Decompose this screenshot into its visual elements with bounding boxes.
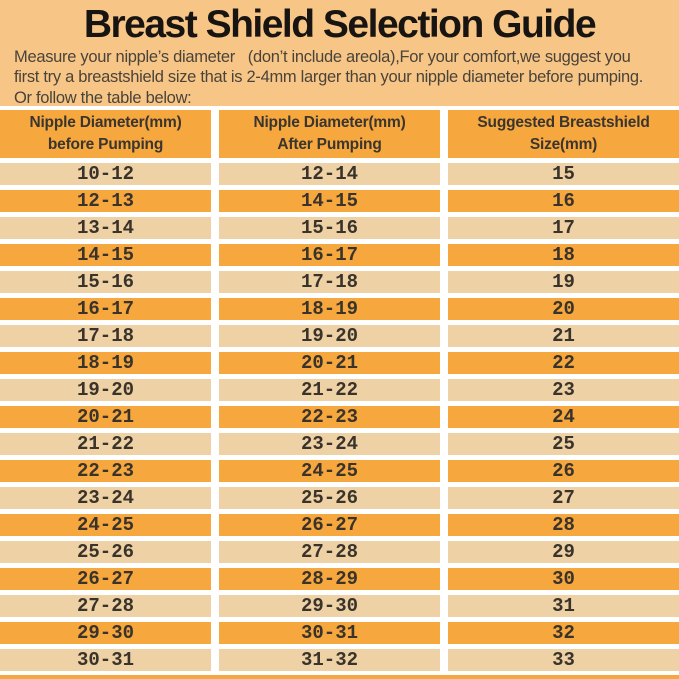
- table-cell: 24-25: [219, 460, 440, 482]
- table-cell: 23-24: [0, 487, 211, 509]
- table-cell: 17-18: [0, 325, 211, 347]
- table-cell: 21-22: [219, 379, 440, 401]
- table-cell: 31-32: [219, 649, 440, 671]
- table-cell: 25: [448, 433, 679, 455]
- column-header-before-pumping: Nipple Diameter(mm) before Pumping: [0, 110, 211, 158]
- table-cell: 33: [448, 649, 679, 671]
- table-cell: 27-28: [219, 541, 440, 563]
- table-cell: 26-27: [219, 514, 440, 536]
- intro-text: Measure your nipple’s diameter (don’t in…: [14, 47, 669, 108]
- table-cell: 26: [448, 460, 679, 482]
- table-cell: 21: [448, 325, 679, 347]
- column-header-line: Suggested Breastshield: [477, 114, 650, 132]
- intro-line-1: Measure your nipple’s diameter (don’t in…: [14, 48, 631, 66]
- table-cell: 28-29: [219, 568, 440, 590]
- selection-table: Nipple Diameter(mm) before Pumping Nippl…: [0, 106, 679, 675]
- column-header-after-pumping: Nipple Diameter(mm) After Pumping: [219, 110, 440, 158]
- table-cell: 30-31: [0, 649, 211, 671]
- bottom-edge-strip: [0, 675, 679, 679]
- table-cell: 14-15: [219, 190, 440, 212]
- table-cell: 17-18: [219, 271, 440, 293]
- table-cell: 20-21: [0, 406, 211, 428]
- table-cell: 15: [448, 163, 679, 185]
- table-cell: 15-16: [0, 271, 211, 293]
- table-cell: 20-21: [219, 352, 440, 374]
- table-cell: 21-22: [0, 433, 211, 455]
- table-cell: 27: [448, 487, 679, 509]
- table-cell: 26-27: [0, 568, 211, 590]
- table-cell: 15-16: [219, 217, 440, 239]
- table-cell: 19-20: [219, 325, 440, 347]
- table-cell: 22-23: [219, 406, 440, 428]
- table-cell: 25-26: [219, 487, 440, 509]
- table-cell: 17: [448, 217, 679, 239]
- table-cell: 25-26: [0, 541, 211, 563]
- table-cell: 30: [448, 568, 679, 590]
- table-cell: 20: [448, 298, 679, 320]
- table-cell: 22-23: [0, 460, 211, 482]
- table-cell: 30-31: [219, 622, 440, 644]
- table-cell: 18-19: [0, 352, 211, 374]
- table-cell: 16: [448, 190, 679, 212]
- column-header-line: Size(mm): [529, 136, 598, 153]
- table-cell: 18-19: [219, 298, 440, 320]
- table-cell: 23: [448, 379, 679, 401]
- intro-line-3: Or follow the table below:: [14, 88, 192, 107]
- table-cell: 16-17: [219, 244, 440, 266]
- column-header-line: Nipple Diameter(mm): [29, 114, 182, 132]
- table-cell: 29: [448, 541, 679, 563]
- table-cell: 13-14: [0, 217, 211, 239]
- intro-line-2: first try a breastshield size that is 2-…: [14, 68, 644, 87]
- page-title: Breast Shield Selection Guide: [83, 3, 597, 46]
- table-cell: 16-17: [0, 298, 211, 320]
- table-cell: 22: [448, 352, 679, 374]
- table-cell: 27-28: [0, 595, 211, 617]
- table-cell: 24: [448, 406, 679, 428]
- table-cell: 31: [448, 595, 679, 617]
- table-cell: 24-25: [0, 514, 211, 536]
- table-cell: 29-30: [219, 595, 440, 617]
- table-cell: 12-14: [219, 163, 440, 185]
- table-cell: 19: [448, 271, 679, 293]
- column-header-line: before Pumping: [47, 136, 164, 153]
- column-header-suggested-size: Suggested Breastshield Size(mm): [448, 110, 679, 158]
- column-header-line: After Pumping: [277, 136, 382, 153]
- table-cell: 10-12: [0, 163, 211, 185]
- table-cell: 12-13: [0, 190, 211, 212]
- table-cell: 28: [448, 514, 679, 536]
- table-cell: 23-24: [219, 433, 440, 455]
- table-cell: 32: [448, 622, 679, 644]
- table-cell: 19-20: [0, 379, 211, 401]
- table-cell: 29-30: [0, 622, 211, 644]
- table-cell: 18: [448, 244, 679, 266]
- column-header-line: Nipple Diameter(mm): [253, 114, 406, 132]
- table-cell: 14-15: [0, 244, 211, 266]
